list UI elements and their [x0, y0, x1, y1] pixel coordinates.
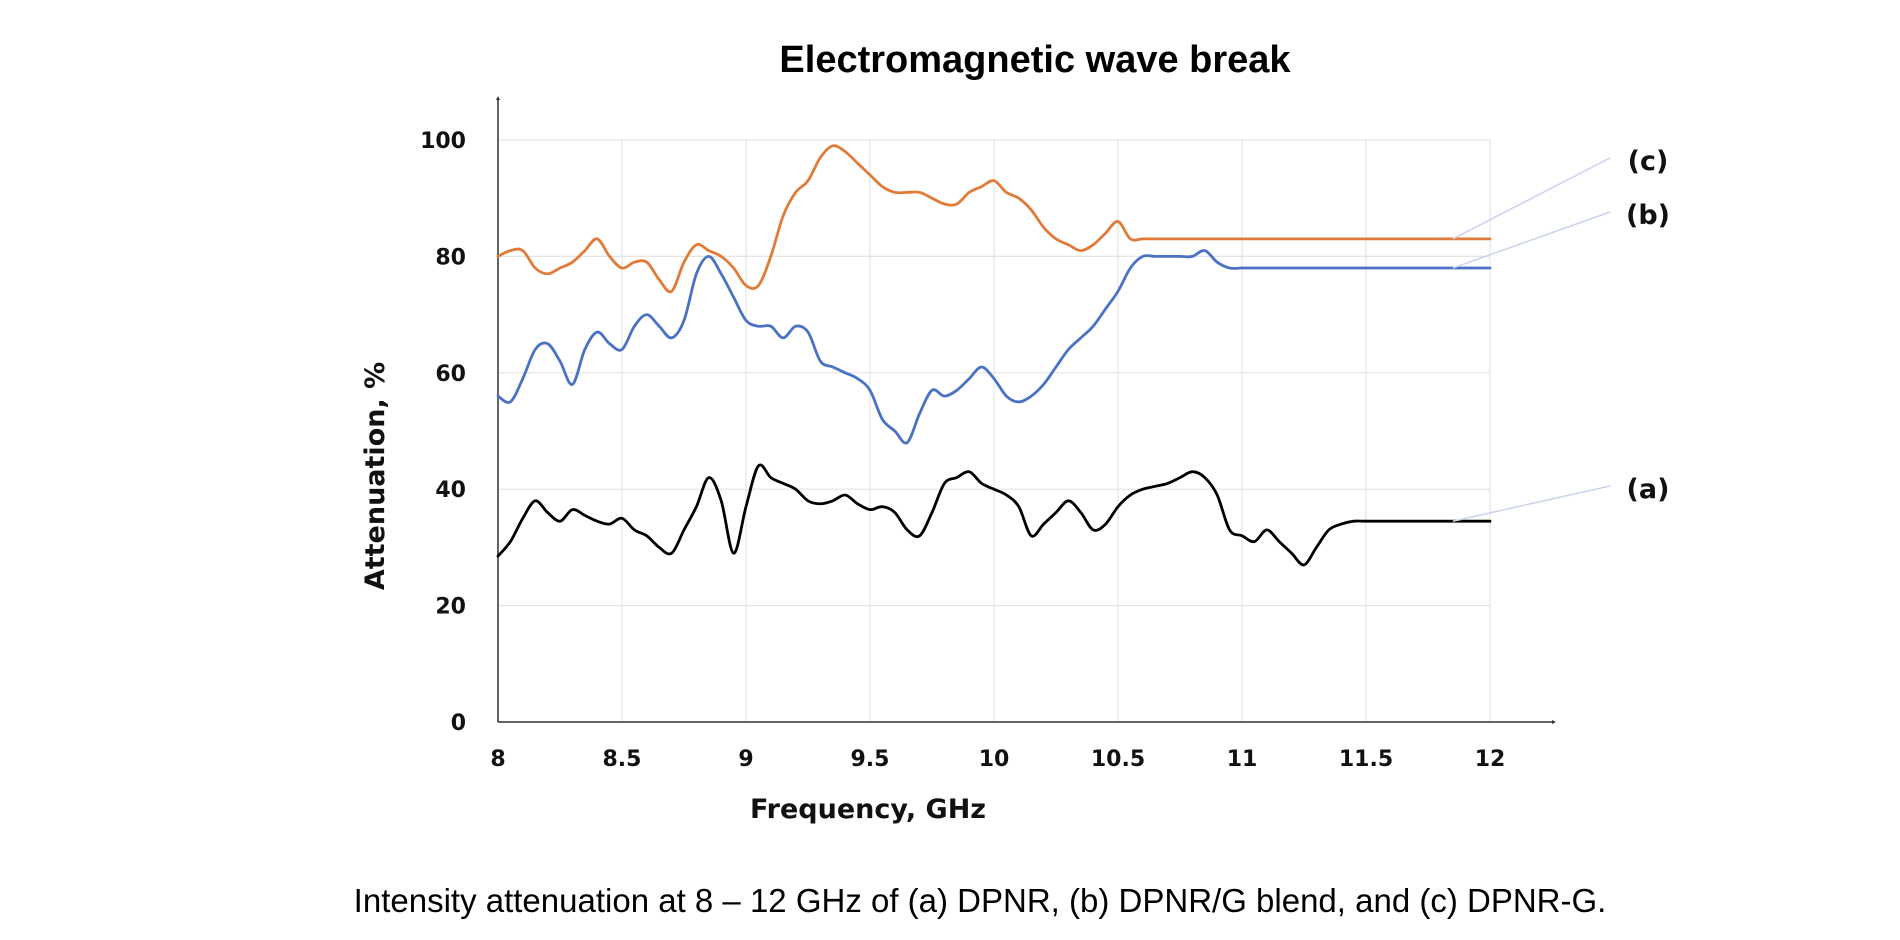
series-label-a: (a): [1627, 474, 1670, 505]
y-tick-label: 20: [435, 595, 466, 620]
y-tick-labels: 0 20 40 60 80 100: [420, 129, 466, 736]
x-tick-label: 8.5: [603, 747, 642, 772]
figure-caption: Intensity attenuation at 8 – 12 GHz of (…: [354, 882, 1607, 919]
x-axis-arrow: [1552, 720, 1556, 724]
series-line-a: [496, 463, 1492, 567]
x-tick-label: 11.5: [1339, 747, 1393, 772]
x-tick-label: 10: [979, 747, 1010, 772]
x-tick-labels: 8 8.5 9 9.5 10 10.5 11 11.5 12: [490, 747, 1505, 772]
callout-line-c: [1452, 157, 1611, 240]
y-tick-label: 100: [420, 129, 466, 154]
y-tick-label: 0: [451, 711, 466, 736]
grid: [497, 139, 1491, 723]
series-line-b: [496, 249, 1492, 445]
series-lines: [496, 144, 1492, 567]
x-tick-label: 11: [1227, 747, 1258, 772]
series-label-b: (b): [1626, 200, 1670, 231]
y-tick-label: 80: [435, 245, 466, 270]
axes: [496, 96, 1556, 724]
chart-title: Electromagnetic wave break: [779, 39, 1291, 81]
callout-line-b: [1452, 211, 1611, 269]
y-tick-label: 40: [435, 478, 466, 503]
callout-line-a: [1452, 485, 1611, 522]
y-tick-label: 60: [435, 362, 466, 387]
x-tick-label: 9: [738, 747, 753, 772]
series-callouts: (a) (b) (c): [1452, 146, 1670, 522]
series-line-c: [496, 144, 1492, 294]
x-axis-label: Frequency, GHz: [750, 794, 986, 825]
x-tick-label: 8: [490, 747, 505, 772]
x-tick-label: 10.5: [1091, 747, 1145, 772]
y-axis-label: Attenuation, %: [360, 362, 391, 590]
y-axis-arrow: [496, 96, 500, 100]
series-label-c: (c): [1628, 146, 1669, 177]
x-tick-label: 12: [1475, 747, 1506, 772]
x-tick-label: 9.5: [851, 747, 890, 772]
